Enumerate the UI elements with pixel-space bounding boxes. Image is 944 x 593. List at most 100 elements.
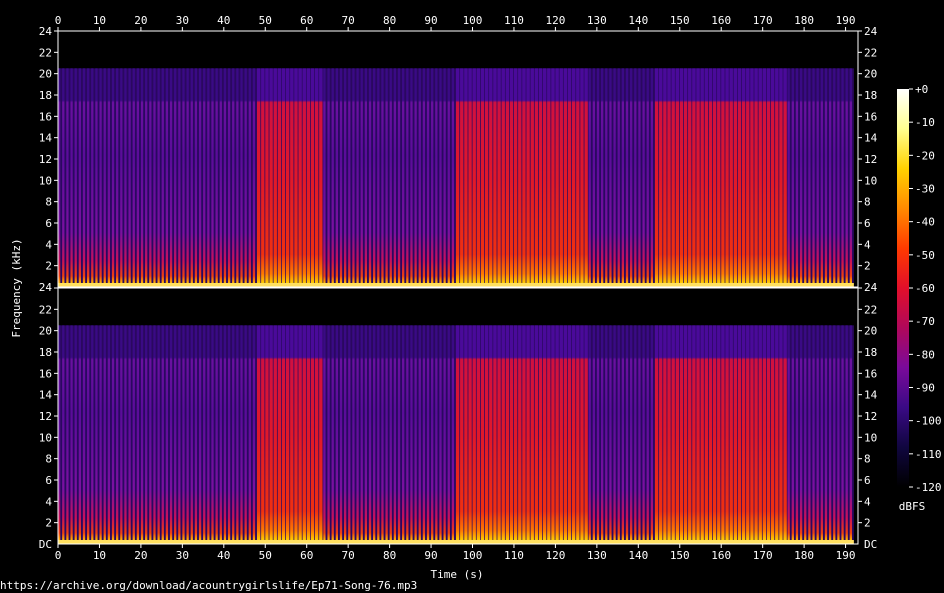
spectral-frame	[116, 68, 119, 287]
spectral-frame	[588, 68, 591, 287]
spectral-frame	[671, 325, 675, 544]
spectral-frame	[816, 68, 819, 287]
spectral-frame	[194, 68, 198, 287]
spectral-frame	[733, 68, 738, 287]
spectral-frame	[389, 68, 392, 287]
x-tick-label-bottom: 130	[587, 549, 607, 562]
spectral-frame	[721, 68, 725, 287]
spectral-frame	[273, 325, 277, 544]
spectral-frame	[551, 68, 555, 287]
spectral-frame	[140, 68, 144, 287]
spectral-frame	[501, 68, 505, 287]
spectral-frame	[750, 68, 754, 287]
spectral-frame	[538, 68, 543, 287]
spectral-frame	[534, 325, 539, 544]
spectral-frame	[273, 68, 277, 287]
spectral-frame	[70, 68, 73, 287]
spectral-frame	[422, 325, 426, 544]
spectral-frame	[476, 325, 481, 544]
y-tick-label-right: 22	[864, 46, 877, 59]
spectral-frame	[808, 325, 811, 544]
x-tick-label-top: 90	[424, 14, 437, 27]
spectral-frame	[298, 325, 302, 544]
spectral-frame	[605, 325, 608, 544]
spectral-frame	[157, 325, 160, 544]
spectral-frame	[505, 68, 510, 287]
spectral-frame	[621, 68, 625, 287]
spectral-frame	[837, 68, 840, 287]
y-tick-label-right: 8	[864, 453, 871, 466]
spectral-frame	[82, 325, 86, 544]
spectral-frame	[812, 325, 815, 544]
spectral-frame	[99, 325, 102, 544]
spectral-frame	[659, 325, 663, 544]
spectral-frame	[779, 68, 783, 287]
spectral-frame	[630, 68, 633, 287]
spectral-frame	[725, 68, 729, 287]
y-tick-label-left: 18	[39, 89, 52, 102]
y-tick-label-right: 24	[864, 25, 878, 38]
spectral-frame	[812, 68, 815, 287]
spectral-frame	[518, 68, 522, 287]
spectral-frame	[91, 325, 94, 544]
spectral-frame	[816, 325, 819, 544]
spectral-frame	[426, 325, 430, 544]
spectral-frame	[837, 325, 840, 544]
spectral-frame	[186, 325, 189, 544]
spectral-frame	[314, 68, 319, 287]
spectral-frame	[758, 68, 762, 287]
spectral-frame	[787, 68, 790, 287]
x-tick-label-top: 150	[670, 14, 690, 27]
y-tick-label-left: 16	[39, 110, 52, 123]
spectral-frame	[393, 68, 397, 287]
spectral-frame	[841, 325, 844, 544]
spectral-frame	[319, 325, 323, 544]
spectral-frame	[240, 68, 243, 287]
spectral-frame	[66, 325, 69, 544]
y-tick-label-right: 14	[864, 389, 878, 402]
spectral-frame	[804, 68, 807, 287]
spectral-frame	[489, 68, 493, 287]
spectral-frame	[103, 68, 106, 287]
spectral-frame	[621, 325, 625, 544]
spectral-frame	[484, 68, 489, 287]
spectral-frame	[849, 68, 852, 287]
spectral-frame	[269, 68, 273, 287]
spectral-frame	[472, 68, 476, 287]
spectral-frame	[526, 68, 530, 287]
spectral-frame	[393, 325, 397, 544]
spectral-frame	[671, 68, 675, 287]
spectral-frame	[642, 68, 645, 287]
spectral-frame	[770, 325, 775, 544]
x-tick-label-top: 60	[300, 14, 313, 27]
spectral-frame	[161, 325, 164, 544]
spectral-frame	[754, 68, 758, 287]
spectral-frame	[779, 325, 783, 544]
spectral-frame	[555, 325, 559, 544]
spectral-frame	[675, 325, 680, 544]
y-tick-label-left: 6	[45, 217, 52, 230]
y-tick-label-right: 24	[864, 281, 878, 294]
spectral-frame	[667, 325, 671, 544]
spectral-frame	[795, 68, 799, 287]
x-tick-label-bottom: 170	[753, 549, 773, 562]
spectrogram-channel-1	[57, 30, 859, 288]
spectral-frame	[824, 325, 828, 544]
spectral-frame	[770, 68, 775, 287]
spectral-frame	[696, 68, 700, 287]
spectral-frame	[95, 325, 98, 544]
spectral-frame	[493, 68, 497, 287]
colorbar-tick-label: -10	[915, 116, 935, 129]
spectral-frame	[733, 325, 738, 544]
spectral-frame	[190, 325, 193, 544]
spectral-frame	[261, 325, 265, 544]
x-tick-label-top: 170	[753, 14, 773, 27]
y-tick-label-right: 4	[864, 238, 871, 251]
spectral-frame	[248, 68, 251, 287]
colorbar-label: dBFS	[899, 500, 926, 513]
spectral-frame	[464, 68, 468, 287]
x-tick-label-top: 10	[93, 14, 106, 27]
spectral-frame	[339, 325, 343, 544]
spectral-frame	[526, 325, 530, 544]
x-tick-label-bottom: 160	[711, 549, 731, 562]
